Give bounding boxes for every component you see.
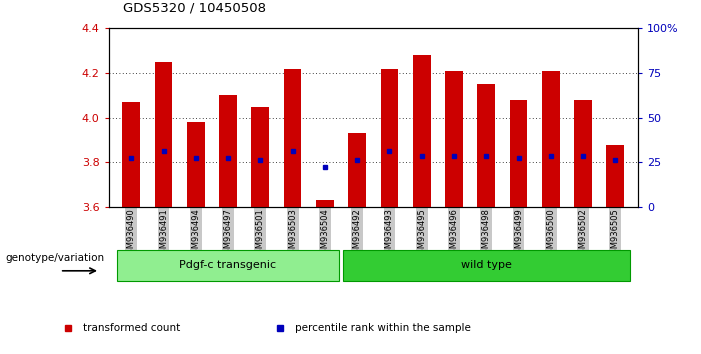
Bar — [284, 69, 301, 207]
Text: Pdgf-c transgenic: Pdgf-c transgenic — [179, 260, 277, 270]
Bar — [343, 250, 629, 281]
Bar — [123, 102, 140, 207]
Bar — [187, 122, 205, 207]
Bar — [252, 107, 269, 207]
Bar — [477, 84, 495, 207]
Text: wild type: wild type — [461, 260, 512, 270]
Text: percentile rank within the sample: percentile rank within the sample — [294, 323, 470, 333]
Bar — [117, 250, 339, 281]
Bar — [574, 100, 592, 207]
Bar — [413, 55, 430, 207]
Text: GDS5320 / 10450508: GDS5320 / 10450508 — [123, 1, 266, 14]
Bar — [381, 69, 398, 207]
Bar — [316, 200, 334, 207]
Bar — [219, 95, 237, 207]
Text: transformed count: transformed count — [83, 323, 180, 333]
Bar — [510, 100, 527, 207]
Text: genotype/variation: genotype/variation — [6, 253, 104, 263]
Bar — [348, 133, 366, 207]
Bar — [155, 62, 172, 207]
Bar — [542, 71, 559, 207]
Bar — [606, 144, 624, 207]
Bar — [445, 71, 463, 207]
